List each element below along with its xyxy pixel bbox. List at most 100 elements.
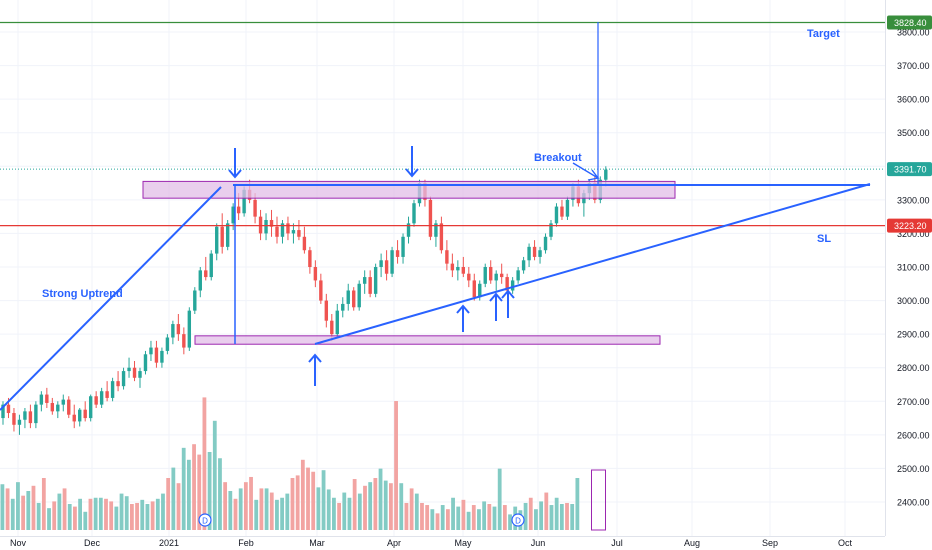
candle-body — [28, 411, 33, 424]
rising-support-line — [314, 183, 871, 345]
candle-body — [138, 371, 142, 378]
candle-body — [23, 411, 27, 420]
uptrend-line — [0, 186, 222, 411]
volume-bar — [347, 497, 352, 530]
candle-body — [182, 334, 186, 348]
candle-body — [494, 273, 498, 281]
stop-loss-annotation: SL — [817, 233, 831, 245]
pattern-arrows — [228, 146, 515, 386]
candle-body — [220, 226, 224, 247]
volume-bar — [228, 491, 233, 530]
y-tick-label: 2800.00 — [897, 363, 930, 373]
volume-bar — [109, 501, 114, 530]
volume-bar — [523, 502, 528, 530]
candle-body — [478, 283, 482, 298]
volume-bar — [41, 478, 46, 530]
volume-bar — [383, 480, 388, 530]
volume-bar — [207, 452, 212, 530]
x-tick-label: Feb — [238, 538, 254, 548]
candle-body — [231, 206, 235, 224]
event-marker-label: D — [202, 517, 208, 526]
candle-body — [379, 260, 383, 267]
volume-bar — [456, 506, 461, 530]
volume-bar — [202, 397, 207, 530]
y-tick-label: 2600.00 — [897, 430, 930, 440]
candle-body — [253, 199, 257, 217]
candle-body — [510, 280, 515, 291]
x-tick-label: Jul — [611, 538, 623, 548]
volume-bar — [135, 502, 139, 530]
volume-bar — [492, 506, 497, 530]
down-arrow-icon-head — [228, 169, 242, 179]
volume-bar — [311, 471, 316, 530]
volume-bar — [404, 502, 409, 530]
volume-bar — [0, 484, 5, 530]
support-zone[interactable] — [194, 335, 661, 345]
volume-bar — [445, 509, 450, 530]
volume-bar — [119, 493, 124, 530]
volume-bar — [150, 501, 155, 530]
candle-body — [225, 223, 230, 247]
volume-bar — [368, 482, 373, 530]
candle-body — [467, 273, 471, 281]
volume-bar — [549, 505, 554, 530]
price-axis[interactable]: 2400.00 2500.00 2600.00 2700.00 2800.00 2900.… — [897, 28, 930, 508]
volume-bar — [186, 459, 191, 530]
volume-bar — [575, 478, 580, 530]
volume-bar — [399, 483, 404, 530]
candle-body — [99, 391, 104, 405]
candle-body — [275, 226, 279, 237]
candle-body — [280, 223, 285, 237]
volume-bar — [47, 508, 51, 530]
candle-body — [330, 320, 334, 335]
volume-bar — [451, 497, 455, 530]
candle-body — [61, 399, 65, 405]
breakout-pointer-icon — [572, 162, 600, 181]
y-tick-label: 3100.00 — [897, 263, 930, 273]
candle-body — [154, 347, 159, 363]
event-marker-icon[interactable] — [511, 513, 525, 527]
volume-bar — [67, 504, 72, 530]
volume-bar — [471, 505, 476, 530]
volume-bar — [259, 488, 264, 530]
volume-bar — [155, 498, 160, 530]
candle-body — [297, 230, 301, 237]
volume-bar — [389, 483, 393, 530]
event-marker-icon[interactable] — [198, 513, 212, 527]
candle-body — [313, 267, 318, 281]
candle-body — [368, 277, 372, 294]
resistance-zone[interactable] — [142, 180, 676, 199]
price-level-labels: 3828.40 3391.70 3223.20 — [887, 15, 932, 233]
candle-body — [450, 263, 455, 271]
grid-lines — [0, 0, 885, 536]
candle-body — [554, 206, 559, 224]
x-tick-label: Dec — [84, 538, 101, 548]
up-arrow-icon-head — [489, 292, 503, 302]
candle-body — [521, 260, 526, 271]
pattern-drawings[interactable] — [0, 22, 871, 411]
volume-bar — [238, 488, 243, 530]
volume-bar — [502, 505, 507, 530]
time-axis[interactable]: Nov Dec 2021 Feb Mar Apr May Jun Jul Aug Sep Oct — [10, 538, 853, 548]
volume-bar — [57, 493, 62, 530]
candle-body — [308, 250, 312, 267]
volume-bar — [176, 483, 181, 530]
volume-bar — [425, 505, 430, 530]
x-tick-label: Sep — [762, 538, 778, 548]
target-annotation: Target — [807, 28, 840, 40]
x-tick-label: May — [454, 538, 472, 548]
candle-body — [94, 396, 98, 405]
x-tick-label: Oct — [838, 538, 853, 548]
volume-bar — [62, 488, 67, 530]
volume-bar — [554, 497, 559, 530]
volume-bar — [420, 502, 424, 530]
candle-body — [67, 399, 71, 415]
x-tick-label: Mar — [309, 538, 325, 548]
candle-body — [78, 409, 82, 422]
event-marker-label: D — [515, 517, 521, 526]
down-arrow-icon-head — [405, 168, 419, 178]
y-tick-label: 3800.00 — [897, 28, 930, 38]
y-tick-label: 2700.00 — [897, 397, 930, 407]
candle-body — [204, 270, 208, 278]
